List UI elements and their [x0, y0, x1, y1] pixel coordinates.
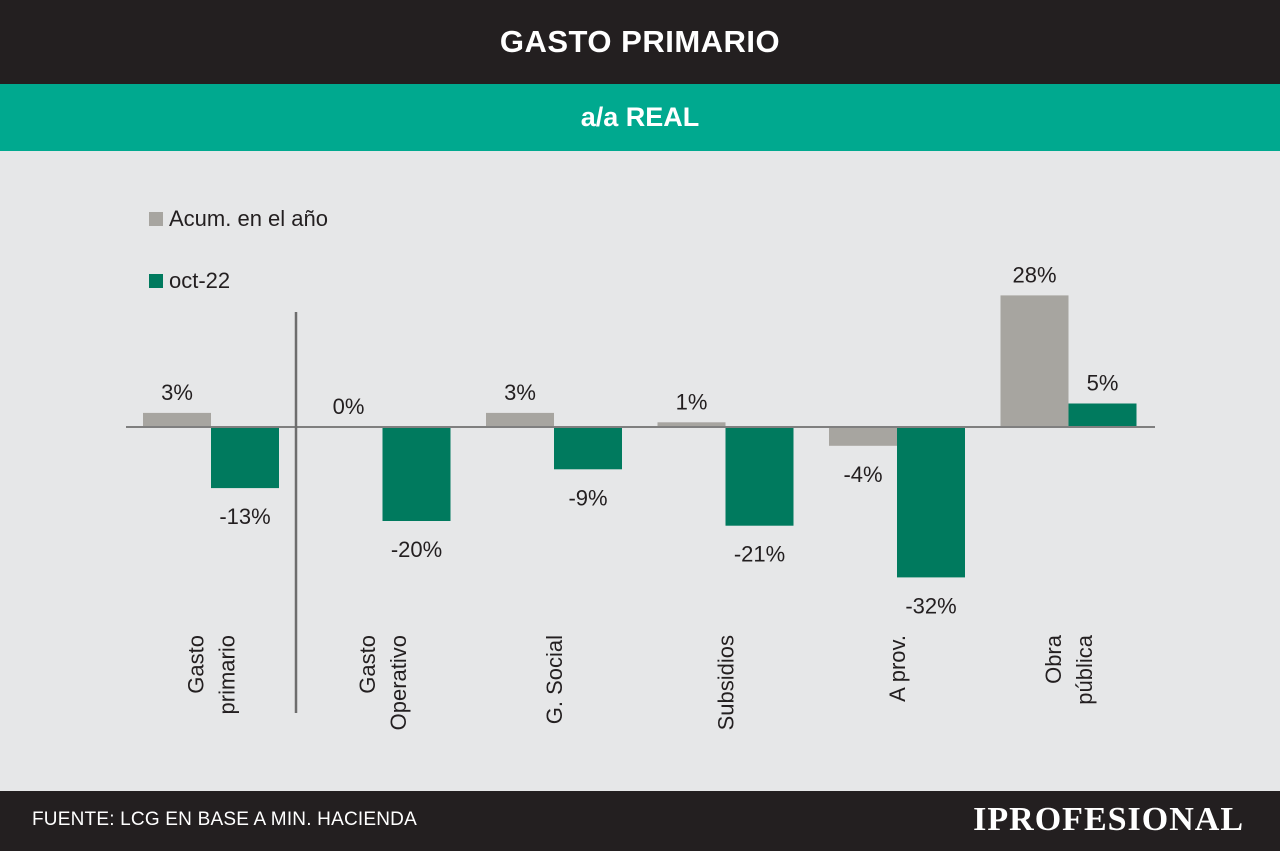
data-label-s1-4: 1%	[676, 389, 708, 414]
data-label-s2-6: 5%	[1087, 371, 1119, 396]
data-label-s1-1: 3%	[161, 380, 193, 405]
category-label-1-2: primario	[215, 635, 240, 714]
bar-s2-5	[897, 427, 965, 578]
chart-subtitle: a/a REAL	[0, 84, 1280, 151]
category-label-3-1: G. Social	[542, 635, 567, 724]
bar-s2-3	[554, 427, 622, 470]
data-label-s2-2: -20%	[391, 537, 442, 562]
legend-label-2: oct-22	[169, 268, 230, 293]
bar-s1-4	[657, 422, 726, 427]
category-label-2-1: Gasto	[355, 635, 380, 694]
bar-s2-6	[1068, 403, 1137, 427]
bar-s1-3	[486, 412, 554, 427]
bar-s1-5	[829, 427, 897, 446]
data-label-s1-3: 3%	[504, 380, 536, 405]
bar-s1-6	[1000, 295, 1069, 427]
bar-s2-4	[725, 427, 794, 526]
legend-swatch-1	[149, 212, 163, 226]
data-label-s1-2: 0%	[333, 394, 365, 419]
brand-logo: IPROFESIONAL	[973, 801, 1244, 838]
category-label-6-2: pública	[1072, 634, 1097, 704]
legend-swatch-2	[149, 274, 163, 288]
category-label-5-1: A prov.	[885, 635, 910, 702]
category-label-1-1: Gasto	[184, 635, 209, 694]
legend-label-1: Acum. en el año	[169, 206, 328, 231]
data-label-s2-4: -21%	[734, 542, 785, 567]
data-label-s2-5: -32%	[905, 593, 956, 618]
category-label-4-1: Subsidios	[714, 635, 739, 730]
data-label-s1-6: 28%	[1012, 262, 1056, 287]
bar-s1-1	[143, 412, 211, 427]
footer: FUENTE: LCG EN BASE A MIN. HACIENDA IPRO…	[0, 791, 1280, 851]
category-label-6-1: Obra	[1041, 634, 1066, 684]
source-note: FUENTE: LCG EN BASE A MIN. HACIENDA	[32, 809, 417, 830]
category-label-2-2: Operativo	[386, 635, 411, 730]
data-label-s2-1: -13%	[219, 504, 270, 529]
chart-area: Acum. en el año oct-22 3% -13% Gasto primario…	[0, 151, 1280, 791]
chart-title: GASTO PRIMARIO	[0, 0, 1280, 84]
bar-s2-1	[211, 427, 279, 489]
data-label-s1-5: -4%	[843, 462, 882, 487]
data-label-s2-3: -9%	[568, 485, 607, 510]
bar-s2-2	[382, 427, 451, 521]
